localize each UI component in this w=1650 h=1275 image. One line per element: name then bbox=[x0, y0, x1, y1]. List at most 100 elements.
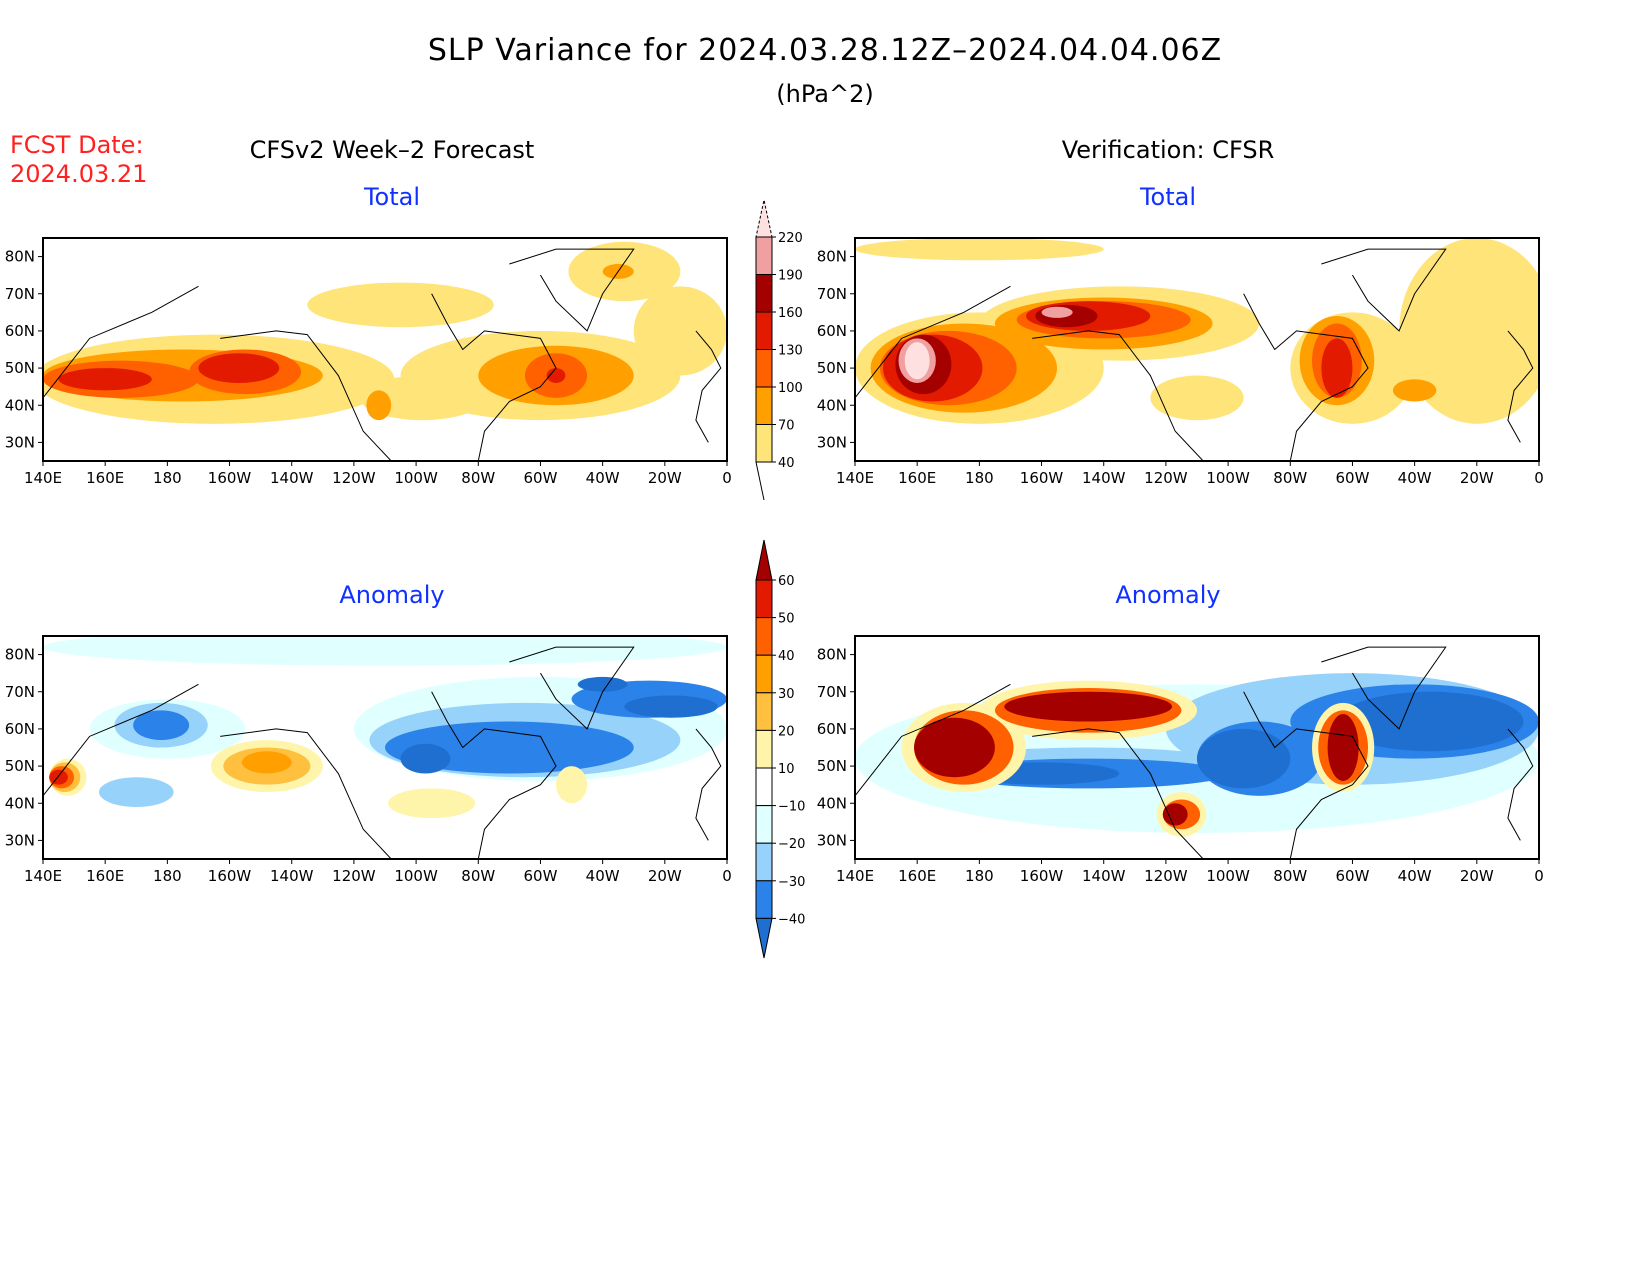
colorbar-bottom-arrow bbox=[755, 461, 765, 501]
colorbar-total: 40 70 100 130 160 190 220 bbox=[755, 199, 803, 501]
contour-region bbox=[556, 766, 588, 804]
lat-tick-label: 40N bbox=[817, 396, 847, 414]
contour-region bbox=[1336, 691, 1524, 752]
lon-tick-label: 20W bbox=[1460, 867, 1494, 885]
lat-tick-label: 40N bbox=[817, 794, 847, 812]
colorbar-segment bbox=[755, 805, 773, 844]
contour-region bbox=[388, 788, 476, 819]
lon-tick-label: 160E bbox=[86, 867, 124, 885]
contour-region bbox=[360, 375, 485, 421]
lon-tick-label: 100W bbox=[1206, 469, 1250, 487]
lat-tick-label: 40N bbox=[5, 794, 35, 812]
lon-tick-label: 20W bbox=[648, 867, 682, 885]
contour-region bbox=[855, 238, 1104, 261]
colorbar-label: 70 bbox=[778, 419, 795, 434]
lat-tick-label: 30N bbox=[5, 831, 35, 849]
contour-region bbox=[366, 390, 392, 421]
lat-tick-label: 30N bbox=[817, 433, 847, 451]
lat-tick-label: 50N bbox=[817, 359, 847, 377]
lon-tick-label: 140W bbox=[270, 469, 314, 487]
colorbar-bottom-arrow bbox=[755, 917, 773, 959]
colorbar-segment bbox=[755, 842, 773, 882]
lon-tick-label: 140E bbox=[24, 867, 62, 885]
lon-tick-label: 60W bbox=[1335, 469, 1369, 487]
map-panel-verif-total: 140E 160E 180 160W 140W 120W 100W 80W 60W 40W 20W 0… bbox=[817, 237, 1544, 487]
lon-tick-label: 120W bbox=[1144, 867, 1188, 885]
coastline bbox=[43, 646, 722, 859]
lon-tick-label: 80W bbox=[1273, 469, 1307, 487]
colorbar-segment bbox=[755, 880, 773, 919]
lat-tick-label: 70N bbox=[5, 683, 35, 701]
colorbar-label: −20 bbox=[778, 837, 805, 852]
lon-tick-label: 140W bbox=[1082, 469, 1126, 487]
colorbar-top-arrow bbox=[755, 539, 773, 581]
contour-region bbox=[914, 717, 995, 778]
lat-tick-label: 30N bbox=[5, 433, 35, 451]
colorbar-segment bbox=[755, 767, 773, 807]
lon-tick-label: 80W bbox=[1273, 867, 1307, 885]
lat-tick-label: 70N bbox=[817, 683, 847, 701]
map-frame bbox=[42, 237, 728, 462]
coastline bbox=[855, 248, 1534, 461]
lon-tick-label: 60W bbox=[1335, 867, 1369, 885]
lon-tick-label: 120W bbox=[332, 867, 376, 885]
coastline bbox=[43, 248, 722, 461]
colorbar-top-arrow bbox=[755, 199, 773, 238]
lon-tick-label: 20W bbox=[1460, 469, 1494, 487]
contour-region bbox=[633, 286, 727, 376]
lon-tick-label: 40W bbox=[1398, 867, 1432, 885]
left-header: CFSv2 Week–2 Forecast bbox=[250, 136, 535, 164]
colorbar-label: 30 bbox=[778, 687, 795, 702]
contour-region bbox=[546, 368, 566, 383]
lon-tick-label: 180 bbox=[965, 867, 994, 885]
lat-tick-label: 70N bbox=[817, 285, 847, 303]
contour-region bbox=[1041, 306, 1073, 318]
colorbar-segment bbox=[755, 424, 773, 463]
lat-tick-label: 70N bbox=[5, 285, 35, 303]
contour-region bbox=[43, 636, 727, 666]
lon-tick-label: 40W bbox=[586, 469, 620, 487]
lon-tick-label: 120W bbox=[1144, 469, 1188, 487]
panel-title-verif-anom: Anomaly bbox=[1115, 581, 1220, 609]
colorbar-label: 10 bbox=[778, 762, 795, 777]
colorbar-label: 220 bbox=[778, 231, 803, 246]
lon-tick-label: 100W bbox=[394, 469, 438, 487]
map-frame bbox=[854, 635, 1540, 860]
map-panel-verif-anom: 140E 160E 180 160W 140W 120W 100W 80W 60W 40W 20W 0… bbox=[817, 635, 1544, 885]
panel-title-fcst-total: Total bbox=[363, 183, 420, 211]
contour-region bbox=[1321, 338, 1353, 398]
panel-title-verif-total: Total bbox=[1139, 183, 1196, 211]
colorbar-segment bbox=[755, 274, 773, 313]
map-frame bbox=[854, 237, 1540, 462]
lon-tick-label: 80W bbox=[461, 469, 495, 487]
lat-tick-label: 80N bbox=[5, 646, 35, 664]
lat-tick-label: 60N bbox=[5, 720, 35, 738]
colorbar-segment bbox=[755, 729, 773, 769]
lon-tick-label: 140E bbox=[836, 469, 874, 487]
lon-tick-label: 40W bbox=[1398, 469, 1432, 487]
lon-tick-label: 100W bbox=[1206, 867, 1250, 885]
colorbar-segment bbox=[755, 617, 773, 656]
lon-tick-label: 60W bbox=[523, 469, 557, 487]
lon-tick-label: 160W bbox=[208, 469, 252, 487]
colorbar-label: 60 bbox=[778, 574, 795, 589]
colorbar-segment bbox=[755, 654, 773, 694]
lon-tick-label: 140E bbox=[24, 469, 62, 487]
colorbar-label: −10 bbox=[778, 800, 805, 815]
map-panel-fcst-anom: 140E 160E 180 160W 140W 120W 100W 80W 60W 40W 20W 0… bbox=[5, 635, 732, 885]
colorbar-segment bbox=[755, 236, 773, 275]
contour-region bbox=[904, 342, 930, 380]
lon-tick-label: 40W bbox=[586, 867, 620, 885]
map-panel-fcst-total: 140E 160E 180 160W 140W 120W 100W 80W 60W 40W 20W 0… bbox=[5, 237, 732, 487]
colorbar-anomaly: −40 −30 −20 −10 10 20 30 40 50 60 bbox=[755, 539, 805, 959]
colorbar-label: 100 bbox=[778, 381, 803, 396]
contour-region bbox=[624, 695, 718, 718]
lon-tick-label: 140W bbox=[1082, 867, 1126, 885]
lon-tick-label: 160E bbox=[898, 867, 936, 885]
lat-tick-label: 50N bbox=[5, 359, 35, 377]
map-frame bbox=[42, 635, 728, 860]
lat-tick-label: 60N bbox=[5, 322, 35, 340]
contour-region bbox=[577, 676, 628, 692]
lat-tick-label: 80N bbox=[5, 248, 35, 266]
fcst-date: 2024.03.21 bbox=[10, 160, 147, 188]
